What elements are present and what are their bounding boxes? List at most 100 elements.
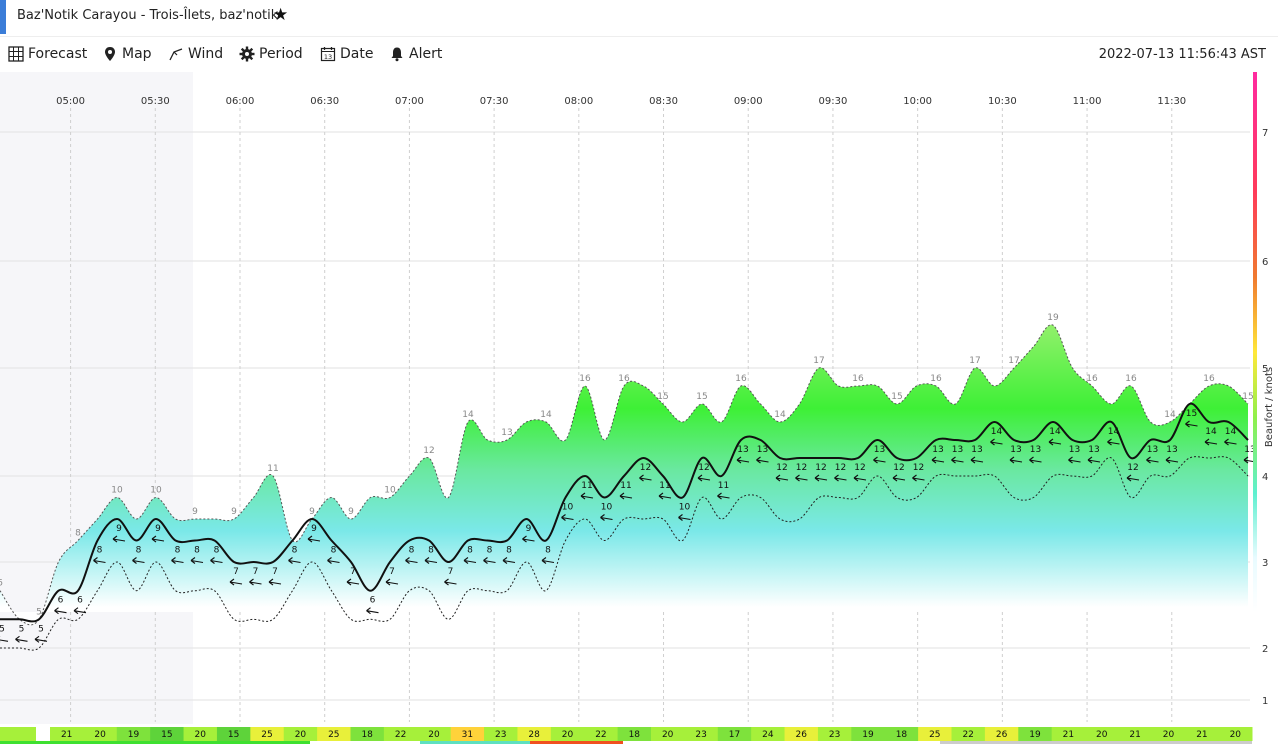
direction-arrow xyxy=(0,636,9,643)
average-value-label: 8 xyxy=(467,546,473,556)
average-value-label: 11 xyxy=(620,481,631,491)
wind-button[interactable]: Wind xyxy=(168,46,223,62)
date-button[interactable]: 13 Date xyxy=(320,46,373,62)
direction-arrow xyxy=(249,578,262,586)
average-value-label: 8 xyxy=(506,546,512,556)
direction-arrow xyxy=(678,514,691,521)
wind-chart-svg[interactable]: 05:00 05:30 06:00 06:30 07:00 07:30 08:00 08:30… xyxy=(0,72,1278,744)
time-tick-label: 06:30 xyxy=(310,96,339,107)
average-value-label: 8 xyxy=(545,546,551,556)
beaufort-tick-label: 3 xyxy=(1262,558,1268,569)
gust-strip-value: 23 xyxy=(695,730,706,740)
direction-arrow xyxy=(93,557,106,564)
gust-strip-cell xyxy=(350,727,385,741)
average-value-label: 12 xyxy=(1127,463,1138,473)
gust-value-label: 16 xyxy=(735,374,747,384)
beaufort-tick-label: 7 xyxy=(1262,128,1268,139)
toolbar: Forecast Map Wind Period 13 Date Alert 2… xyxy=(0,36,1278,73)
wind-chart[interactable]: 05:00 05:30 06:00 06:30 07:00 07:30 08:00 08:30… xyxy=(0,72,1278,744)
direction-arrow xyxy=(1087,456,1101,464)
gust-value-label: 16 xyxy=(1125,374,1137,384)
beaufort-axis-title: Beaufort / knots xyxy=(1264,367,1275,447)
time-tick-label: 09:30 xyxy=(819,96,848,107)
forecast-button[interactable]: Forecast xyxy=(8,46,87,62)
gust-strip-cell xyxy=(1051,727,1086,741)
bell-icon xyxy=(391,47,403,62)
average-value-label: 7 xyxy=(448,567,454,577)
gust-strip-underline xyxy=(420,741,530,744)
gust-strip-cell xyxy=(984,727,1019,741)
gust-value-label: 6 xyxy=(0,579,3,589)
direction-arrow xyxy=(1068,456,1081,464)
average-value-label: 12 xyxy=(913,463,924,473)
gust-strip-underline xyxy=(940,741,1252,744)
time-tick-label: 08:00 xyxy=(564,96,593,107)
time-tick-label: 07:00 xyxy=(395,96,424,107)
direction-arrow xyxy=(756,456,769,464)
map-pin-icon xyxy=(105,47,115,61)
gust-value-label: 14 xyxy=(462,410,474,420)
date-label: Date xyxy=(340,46,374,62)
alert-button[interactable]: Alert xyxy=(389,46,442,62)
gust-value-label: 17 xyxy=(813,356,824,366)
average-value-label: 11 xyxy=(659,481,670,491)
gust-strip-cell xyxy=(918,727,952,741)
beaufort-tick-label: 6 xyxy=(1262,257,1268,268)
gust-strip-value: 18 xyxy=(361,730,373,740)
gust-strip-cell xyxy=(651,727,685,741)
gust-strip-cell xyxy=(1218,727,1253,741)
beaufort-tick-label: 4 xyxy=(1262,472,1268,483)
title-bar: Baz'Notik Carayou - Trois-Îlets, baz'not… xyxy=(0,0,1278,34)
average-value-label: 13 xyxy=(1244,445,1255,455)
average-value-label: 9 xyxy=(526,524,532,534)
lull-line xyxy=(0,456,1249,651)
gust-value-label: 14 xyxy=(540,410,552,420)
average-value-label: 12 xyxy=(893,463,904,473)
direction-arrow xyxy=(951,456,964,464)
gust-strip-value: 23 xyxy=(495,730,506,740)
average-value-label: 14 xyxy=(1049,427,1061,437)
direction-arrow xyxy=(795,474,808,482)
gust-value-label: 16 xyxy=(579,374,591,384)
direction-arrow xyxy=(405,557,418,564)
gust-strip-cell xyxy=(116,727,151,741)
average-labels: 5 5 5 6 6 8 9 8 9 8 8 8 7 7 7 8 9 8 7 6 7 8 8 7 8 8 8 9 8 10 11 10 11 12 1… xyxy=(0,409,1256,634)
svg-text:13: 13 xyxy=(324,53,332,61)
gust-value-label: 14 xyxy=(774,410,786,420)
gust-strip-cell xyxy=(851,727,886,741)
direction-arrow xyxy=(1146,456,1159,464)
calendar-icon: 13 xyxy=(320,47,336,62)
direction-arrow xyxy=(1165,456,1179,464)
gust-strip-cell xyxy=(517,727,552,741)
average-value-label: 5 xyxy=(19,624,25,634)
direction-arrow xyxy=(444,578,457,586)
gust-strip-cell xyxy=(784,727,819,741)
map-button[interactable]: Map xyxy=(102,46,152,62)
time-tick-label: 05:00 xyxy=(56,96,85,107)
gust-strip-cell xyxy=(617,727,652,741)
average-value-label: 8 xyxy=(292,546,298,556)
average-value-label: 8 xyxy=(487,546,493,556)
direction-arrow xyxy=(1224,438,1237,446)
direction-arrow xyxy=(1009,456,1023,464)
gust-value-label: 16 xyxy=(618,374,630,384)
wind-icon xyxy=(169,48,183,61)
direction-arrow xyxy=(522,535,535,543)
average-value-label: 13 xyxy=(971,445,982,455)
direction-arrow xyxy=(483,557,496,564)
direction-arrow xyxy=(112,535,126,543)
direction-arrow xyxy=(717,492,730,500)
gust-strip-value: 25 xyxy=(929,730,940,740)
direction-arrow xyxy=(151,535,165,543)
time-tick-label: 06:00 xyxy=(226,96,255,107)
gust-value-label: 12 xyxy=(423,446,434,456)
direction-arrow xyxy=(736,456,750,464)
direction-arrow xyxy=(931,456,945,464)
time-tick-label: 07:30 xyxy=(480,96,509,107)
star-icon[interactable]: ★ xyxy=(273,5,289,25)
average-value-label: 12 xyxy=(796,463,807,473)
period-button[interactable]: Period xyxy=(239,46,303,62)
time-tick-label: 05:30 xyxy=(141,96,170,107)
direction-arrow xyxy=(1107,438,1120,446)
average-value-label: 8 xyxy=(97,546,103,556)
